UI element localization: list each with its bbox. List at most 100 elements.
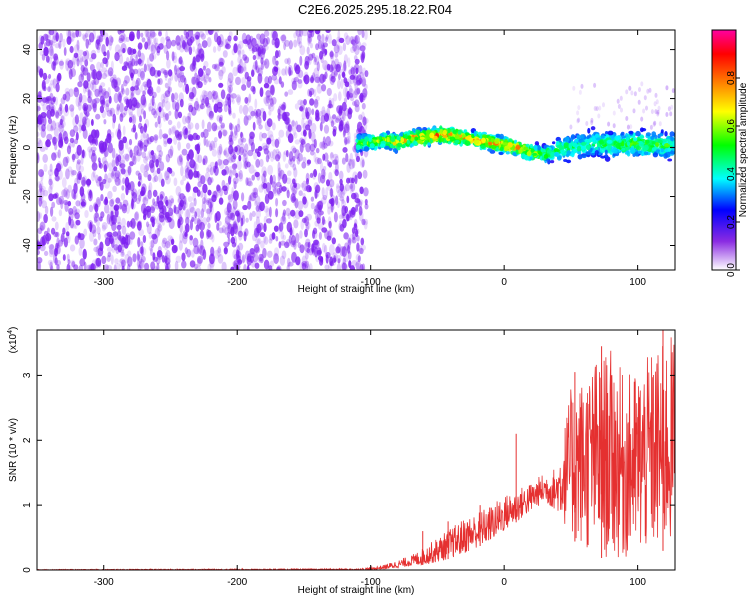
spectrogram-signal-cell [530, 148, 535, 153]
spectrogram-noise-cell [261, 181, 265, 190]
spectrogram-noise-cell [114, 177, 121, 186]
spectrogram-noise-cell [179, 232, 184, 244]
spectrogram-signal-cell [457, 130, 462, 135]
spectrogram-noise-cell [62, 38, 66, 48]
spectrogram-noise-cell [341, 198, 345, 204]
spectrogram-signal-cell [576, 134, 581, 140]
spectrogram-noise-cell [162, 111, 167, 118]
spectrogram-noise-cell [242, 66, 247, 73]
spectrogram-signal-cell [480, 145, 486, 149]
spectrogram-noise-cell [255, 64, 261, 74]
spectrogram-noise-cell [197, 154, 203, 164]
spectrogram-noise-cell [263, 148, 269, 155]
spectrogram-noise-cell [74, 114, 79, 125]
spectrogram-noise-cell [649, 124, 653, 130]
spectrogram-noise-cell [142, 196, 146, 203]
spectrogram-noise-cell [41, 53, 46, 61]
spectrogram-noise-cell [333, 69, 338, 76]
spectrogram-noise-cell [354, 63, 360, 71]
spectrogram-noise-cell [116, 224, 122, 231]
spectrogram-noise-cell [137, 68, 142, 78]
spectrogram-noise-cell [349, 92, 354, 99]
spectrogram-noise-cell [62, 93, 67, 101]
spectrogram-noise-cell [249, 248, 255, 255]
spectrogram-noise-cell [47, 259, 54, 266]
spectrogram-noise-cell [305, 124, 311, 131]
spectrogram-noise-cell [320, 161, 324, 172]
spectrogram-noise-cell [362, 116, 367, 126]
spectrogram-noise-cell [356, 155, 360, 163]
spectrogram-noise-cell [115, 106, 120, 116]
spectrogram-noise-cell [223, 103, 228, 113]
spectrogram-noise-cell [279, 255, 286, 266]
spectrogram-noise-cell [126, 220, 130, 228]
spectrogram-noise-cell [208, 30, 213, 36]
spectrogram-noise-cell [272, 55, 277, 65]
spectrogram-noise-cell [50, 106, 55, 113]
spectrogram-noise-cell [209, 253, 215, 265]
spectrogram-noise-cell [602, 102, 605, 108]
spectrogram-noise-cell [177, 208, 184, 215]
spectrogram-noise-cell [307, 35, 311, 47]
spectrogram-noise-cell [354, 88, 360, 96]
spectrogram-noise-cell [195, 134, 201, 140]
spectrogram-signal-cell [566, 150, 571, 155]
spectrogram-noise-cell [227, 84, 233, 93]
spectrogram-noise-cell [343, 97, 348, 104]
spectrogram-noise-cell [269, 174, 273, 185]
snr-series-line [37, 337, 675, 570]
spectrogram-noise-cell [348, 159, 355, 170]
spectrogram-noise-cell [335, 254, 342, 264]
spectrogram-noise-cell [225, 43, 231, 50]
spectrogram-noise-cell [218, 61, 224, 67]
spectrogram-noise-cell [238, 104, 243, 114]
spectrogram-noise-cell [197, 81, 203, 89]
spectrogram-noise-cell [82, 116, 87, 126]
spectrogram-noise-cell [265, 90, 272, 98]
spectrogram-noise-cell [357, 30, 362, 36]
spectrogram-noise-cell [282, 199, 287, 207]
spectrogram-noise-cell [211, 122, 218, 132]
spectrogram-noise-cell [258, 253, 264, 262]
spectrogram-noise-cell [363, 187, 369, 197]
spectrogram-noise-cell [261, 166, 267, 177]
spectrogram-noise-cell [166, 50, 170, 61]
spectrogram-noise-cell [262, 247, 267, 259]
spectrogram-noise-cell [354, 82, 358, 92]
spectrogram-noise-cell [351, 236, 357, 244]
spectrogram-noise-cell [199, 221, 205, 231]
spectrogram-noise-cell [344, 206, 349, 214]
spectrogram-noise-cell [69, 137, 75, 144]
spectrogram-noise-cell [333, 211, 338, 223]
spectrogram-noise-cell [319, 50, 323, 60]
spectrogram-noise-cell [47, 86, 51, 92]
spectrogram-noise-cell [164, 242, 169, 251]
colorbar-label: Normalized spectral amplitude [738, 82, 749, 217]
spectrogram-noise-cell [37, 181, 41, 189]
spectrogram-noise-cell [139, 67, 145, 79]
spectrogram-noise-cell [299, 104, 305, 113]
spectrogram-noise-cell [295, 30, 302, 38]
spectrogram-noise-cell [164, 71, 168, 82]
spectrogram-noise-cell [260, 57, 264, 65]
spectrogram-noise-cell [195, 48, 202, 56]
spectrogram-noise-cell [137, 253, 141, 261]
spectrogram-noise-cell [98, 34, 104, 43]
spectrogram-noise-cell [50, 120, 57, 131]
spectrogram-noise-cell [266, 118, 273, 128]
spectrogram-noise-cell [118, 54, 124, 64]
spectrogram-noise-cell [82, 51, 87, 57]
spectrogram-noise-cell [146, 133, 150, 144]
spectrogram-noise-cell [335, 246, 341, 254]
spectrogram-noise-cell [323, 124, 330, 134]
spectrogram-noise-cell [159, 194, 164, 201]
spectrogram-noise-cell [111, 221, 117, 232]
spectrogram-noise-cell [241, 49, 245, 56]
spectrogram-signal-cell [670, 136, 674, 142]
spectrogram-noise-cell [354, 99, 360, 108]
snr-frame [36, 329, 676, 571]
spectrogram-noise-cell [157, 115, 161, 125]
spectrogram-signal-cell [533, 144, 538, 150]
spectrogram-noise-cell [344, 87, 348, 98]
spectrogram-noise-cell [67, 30, 71, 40]
